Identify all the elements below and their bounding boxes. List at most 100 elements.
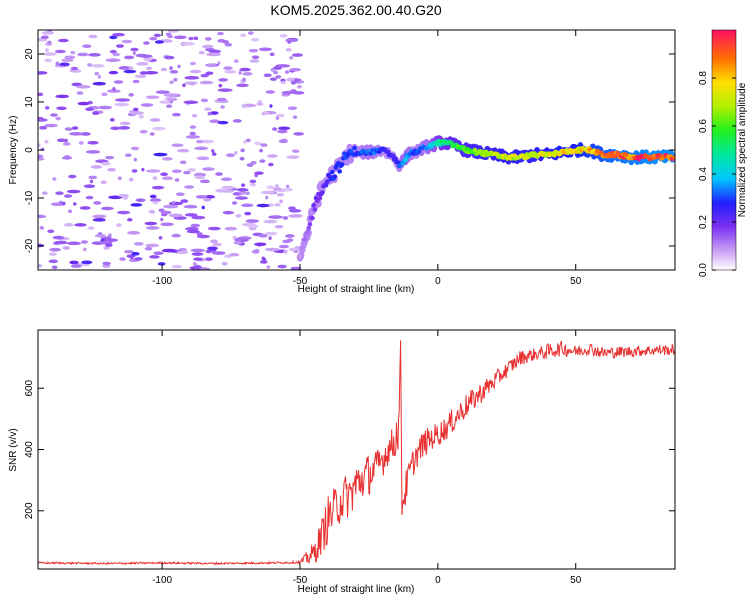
noise-speckle xyxy=(256,102,264,106)
noise-speckle xyxy=(249,179,257,184)
noise-speckle xyxy=(254,141,262,146)
spectrogram-x-axis-label: Height of straight line (km) xyxy=(298,284,415,295)
noise-speckle xyxy=(144,246,153,251)
noise-speckle xyxy=(90,165,103,169)
noise-speckle xyxy=(159,100,171,104)
noise-speckle xyxy=(144,221,158,226)
snr-data-point xyxy=(299,562,300,563)
noise-speckle xyxy=(130,203,143,207)
noise-speckle xyxy=(225,153,235,158)
signal-core xyxy=(300,246,305,251)
signal-core xyxy=(312,207,318,212)
noise-speckle xyxy=(209,111,219,115)
noise-speckle xyxy=(79,206,91,210)
noise-speckle xyxy=(45,48,49,52)
spectrogram-y-tick-label: -10 xyxy=(24,190,35,205)
noise-speckle xyxy=(236,83,249,88)
noise-speckle xyxy=(108,233,112,238)
noise-speckle xyxy=(204,37,212,41)
snr-data-point xyxy=(332,510,333,511)
snr-data-point xyxy=(401,504,402,505)
signal-core xyxy=(390,153,396,158)
noise-speckle xyxy=(194,146,208,151)
snr-data-point xyxy=(400,339,401,340)
signal-core xyxy=(385,149,391,154)
noise-speckle xyxy=(184,76,200,80)
noise-speckle xyxy=(133,107,139,112)
noise-speckle xyxy=(200,73,209,78)
noise-speckle xyxy=(152,176,158,180)
noise-speckle xyxy=(182,83,186,88)
noise-speckle xyxy=(109,35,118,40)
spectrogram-y-axis-label: Frequency (Hz) xyxy=(8,116,19,185)
noise-speckle xyxy=(200,139,215,144)
noise-speckle xyxy=(281,90,294,95)
noise-speckle xyxy=(216,97,227,102)
noise-speckle xyxy=(44,139,49,144)
snr-data-point xyxy=(313,553,314,554)
snr-data-point xyxy=(272,562,273,563)
noise-speckle xyxy=(143,57,152,62)
noise-speckle xyxy=(38,157,45,161)
noise-speckle xyxy=(241,104,248,109)
noise-speckle xyxy=(103,246,110,250)
noise-speckle xyxy=(112,87,116,91)
spectrogram-x-tick-label: 50 xyxy=(570,276,582,287)
noise-speckle xyxy=(149,198,162,202)
noise-speckle xyxy=(160,67,167,72)
noise-speckle xyxy=(38,118,48,122)
noise-speckle xyxy=(204,257,213,261)
noise-speckle xyxy=(290,81,296,85)
noise-speckle xyxy=(161,176,174,181)
noise-speckle xyxy=(146,66,152,71)
noise-speckle xyxy=(261,190,276,195)
noise-speckle xyxy=(177,148,190,153)
noise-speckle xyxy=(194,175,206,180)
snr-data-point xyxy=(404,492,405,493)
noise-speckle xyxy=(209,119,220,124)
noise-speckle xyxy=(68,209,73,214)
noise-speckle xyxy=(148,209,154,214)
spectrogram-y-ticks: -20 -10 0 10 20 xyxy=(24,48,675,253)
noise-speckle xyxy=(261,257,267,262)
snr-content xyxy=(38,339,675,566)
spectrogram-y-tick-label: 10 xyxy=(24,96,35,108)
noise-speckle xyxy=(287,40,292,44)
noise-speckle xyxy=(149,36,158,41)
snr-data-point xyxy=(382,458,383,459)
noise-speckle xyxy=(118,126,130,130)
colorbar-gradient xyxy=(711,29,737,271)
noise-speckle xyxy=(285,234,295,238)
noise-speckle xyxy=(275,64,291,68)
noise-speckle xyxy=(149,118,161,122)
noise-speckle xyxy=(52,235,65,240)
noise-speckle xyxy=(193,257,203,261)
noise-speckle xyxy=(119,121,131,126)
noise-speckle xyxy=(123,55,135,60)
snr-data-point xyxy=(355,486,356,487)
noise-speckle xyxy=(174,178,180,182)
signal-core xyxy=(297,253,303,259)
noise-speckle xyxy=(149,194,157,199)
noise-speckle xyxy=(171,233,181,238)
spectrogram-x-ticks: -100 -50 0 50 xyxy=(152,30,582,287)
noise-speckle xyxy=(293,132,305,136)
noise-speckle xyxy=(101,206,114,211)
noise-speckle xyxy=(215,188,226,193)
noise-speckle xyxy=(266,185,275,190)
noise-speckle xyxy=(94,71,100,76)
noise-speckle xyxy=(177,64,181,69)
noise-speckle xyxy=(94,233,107,238)
noise-speckle xyxy=(71,126,79,130)
signal-core xyxy=(416,149,422,154)
noise-speckle xyxy=(157,262,166,266)
noise-speckle xyxy=(83,184,96,188)
noise-speckle xyxy=(254,173,258,178)
noise-speckle xyxy=(163,93,179,97)
snr-data-point xyxy=(630,351,631,352)
spectrogram-x-tick-label: 0 xyxy=(435,276,441,287)
colorbar-label: Normalized spectral amplitude xyxy=(737,82,748,217)
colorbar-ticks: 0.0 0.2 0.4 0.6 0.8 xyxy=(698,71,736,277)
noise-speckle xyxy=(127,231,141,235)
noise-speckle xyxy=(63,194,73,198)
